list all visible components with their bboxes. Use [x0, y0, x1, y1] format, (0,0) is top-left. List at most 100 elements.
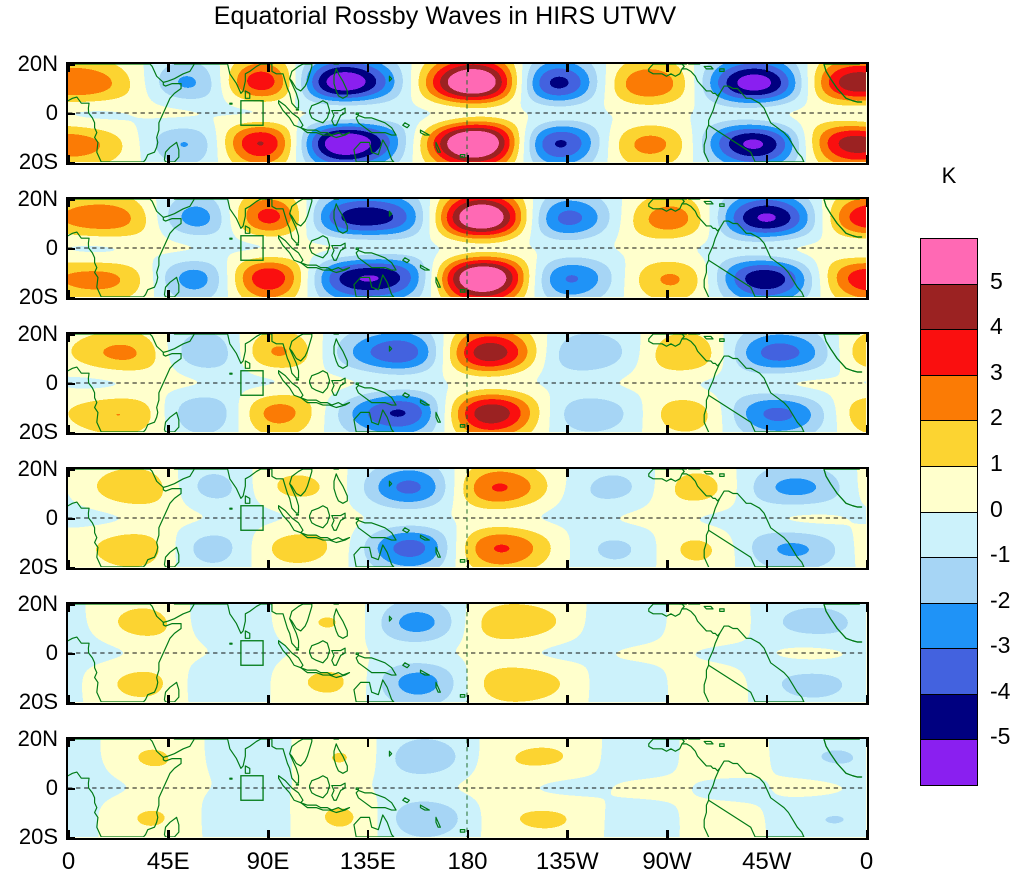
y-axis-label: 20S	[18, 418, 58, 444]
x-axis-tick	[865, 425, 868, 433]
page-title: Equatorial Rossby Waves in HIRS UTWV	[213, 2, 677, 30]
x-axis-tick	[366, 425, 370, 433]
y-axis-label: 0	[45, 504, 58, 530]
x-axis-tick	[267, 560, 270, 568]
x-axis-tick	[366, 469, 370, 477]
x-axis-tick	[566, 64, 569, 72]
x-axis-tick	[67, 155, 70, 163]
x-axis-tick	[765, 695, 769, 703]
x-axis-tick	[466, 64, 469, 72]
x-axis-tick	[765, 604, 769, 612]
colorbar-tick-label: -1	[990, 541, 1011, 568]
map-panel-3: 20N 0 20S	[18, 321, 869, 444]
map-panel-1: 20N 0 20S	[18, 51, 869, 174]
y-axis-label: 20S	[18, 688, 58, 714]
y-axis-tick	[66, 836, 75, 839]
y-axis-tick	[66, 247, 75, 250]
y-axis-label: 20S	[18, 823, 58, 849]
x-axis-tick	[67, 290, 70, 298]
x-axis-tick	[666, 560, 669, 568]
x-axis-tick	[566, 290, 569, 298]
x-axis-tick	[666, 199, 669, 207]
colorbar-band	[920, 557, 978, 604]
colorbar-band	[920, 329, 978, 376]
x-axis-tick	[366, 64, 370, 72]
panel-contour-canvas	[68, 739, 866, 837]
colorbar: K 5 4 3 2 1 0 -1 -2 -3 -4 -5	[920, 163, 1010, 786]
y-axis-label: 20N	[17, 185, 58, 211]
x-axis-tick	[865, 199, 868, 207]
x-axis-tick	[466, 425, 469, 433]
x-axis-tick	[765, 199, 769, 207]
y-axis-label: 20S	[18, 148, 58, 174]
y-axis-label: 20N	[17, 320, 58, 346]
y-axis-tick	[66, 198, 75, 201]
x-axis-tick	[267, 469, 270, 477]
colorbar-band	[920, 511, 978, 558]
x-axis-tick	[865, 469, 868, 477]
x-axis-tick	[67, 830, 70, 838]
colorbar-tick-label: 5	[990, 267, 1003, 294]
colorbar-tick-label: 0	[990, 495, 1003, 522]
y-axis-tick	[66, 566, 75, 569]
x-axis-tick	[67, 695, 70, 703]
x-axis-tick	[865, 64, 868, 72]
x-axis-tick	[666, 64, 669, 72]
colorbar-tick-label: 2	[990, 404, 1003, 431]
x-axis-tick	[566, 560, 569, 568]
x-axis-tick	[366, 830, 370, 838]
x-axis-tick	[765, 155, 769, 163]
y-axis-label: 0	[45, 99, 58, 125]
y-axis-tick	[66, 431, 75, 434]
x-axis-tick	[267, 199, 270, 207]
x-axis-tick	[466, 199, 469, 207]
y-axis-label: 20N	[17, 50, 58, 76]
x-axis-tick	[865, 155, 868, 163]
x-axis-tick	[865, 830, 868, 838]
x-axis-tick	[765, 469, 769, 477]
x-axis-tick	[167, 334, 170, 342]
y-axis-tick	[66, 701, 75, 704]
panel-plot-area	[66, 467, 869, 570]
x-axis-tick	[67, 334, 70, 342]
y-axis-tick	[66, 112, 75, 115]
x-axis-tick	[566, 739, 569, 747]
panel-plot-area	[66, 62, 869, 165]
y-axis-tick	[66, 382, 75, 385]
x-axis-tick	[666, 830, 669, 838]
x-axis-tick	[466, 830, 469, 838]
x-axis-tick	[466, 604, 469, 612]
colorbar-tick-label: 1	[990, 449, 1003, 476]
x-axis-tick	[267, 290, 270, 298]
x-axis-tick	[666, 334, 669, 342]
x-axis-tick	[566, 425, 569, 433]
x-axis-label: 135E	[339, 848, 396, 875]
x-axis-tick	[267, 64, 270, 72]
y-axis-tick	[66, 603, 75, 606]
y-axis-label: 0	[45, 774, 58, 800]
y-axis-label: 0	[45, 369, 58, 395]
y-axis-label: 0	[45, 234, 58, 260]
x-axis-tick	[566, 334, 569, 342]
x-axis-tick	[267, 155, 270, 163]
y-axis-label: 20S	[18, 553, 58, 579]
x-axis-tick	[865, 695, 868, 703]
x-axis-label: 45E	[146, 848, 190, 875]
x-axis-tick	[366, 290, 370, 298]
x-axis-tick	[267, 695, 270, 703]
x-axis-tick	[865, 604, 868, 612]
y-axis-tick	[66, 468, 75, 471]
panel-contour-canvas	[68, 64, 866, 162]
x-axis-tick	[566, 199, 569, 207]
colorbar-band	[920, 693, 978, 740]
x-axis-tick	[466, 469, 469, 477]
x-axis-tick	[267, 425, 270, 433]
map-panel-5: 20N 0 20S	[18, 591, 869, 714]
x-axis-tick	[67, 425, 70, 433]
x-axis-tick	[167, 64, 170, 72]
y-axis-label: 0	[45, 639, 58, 665]
x-axis-tick	[466, 290, 469, 298]
y-axis-label: 20N	[17, 455, 58, 481]
x-axis-tick	[865, 334, 868, 342]
x-axis-tick	[267, 739, 270, 747]
